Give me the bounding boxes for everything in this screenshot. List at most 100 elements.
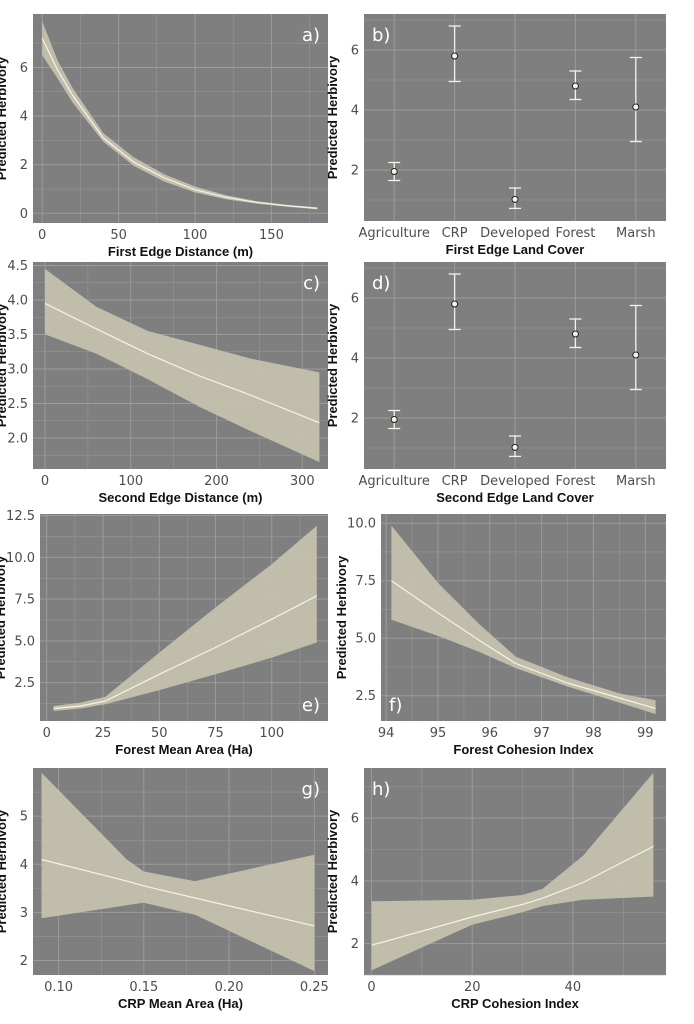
y-tick-label: 2 <box>351 937 359 952</box>
point-estimate <box>511 195 519 203</box>
point-estimate <box>632 103 640 111</box>
x-tick-label: 100 <box>259 726 284 741</box>
x-tick-label: Forest <box>555 474 595 489</box>
x-tick-label: 0.15 <box>129 980 158 995</box>
fit-line <box>371 845 654 946</box>
panel-label: h) <box>372 779 390 800</box>
x-tick-label: Developed <box>480 474 550 489</box>
y-tick-label: 6 <box>351 292 359 307</box>
x-tick-label: 0.10 <box>44 980 73 995</box>
y-tick-label: 4 <box>351 104 359 119</box>
x-axis-label: Forest Cohesion Index <box>453 742 594 757</box>
error-bar-crp <box>448 273 461 331</box>
error-bar-forest <box>569 70 582 101</box>
point-estimate <box>571 330 579 338</box>
x-tick-label: 99 <box>637 726 654 741</box>
point-estimate <box>390 168 398 175</box>
y-tick-label: 5.0 <box>355 632 376 647</box>
x-tick-label: Developed <box>480 226 550 241</box>
y-tick-label: 12.5 <box>6 509 35 524</box>
y-tick-label: 6 <box>351 44 359 59</box>
x-tick-label: 300 <box>290 474 315 489</box>
y-axis-label: Predicted Herbivory <box>0 56 9 180</box>
x-tick-label: 0 <box>38 228 46 243</box>
panel-label: e) <box>302 695 320 716</box>
x-tick-label: 94 <box>378 726 395 741</box>
y-axis-label: Predicted Herbivory <box>0 555 8 679</box>
x-tick-label: 97 <box>533 726 550 741</box>
y-axis-label: Predicted Herbivory <box>334 555 349 679</box>
x-tick-label: 200 <box>204 474 229 489</box>
x-tick-label: 50 <box>110 228 127 243</box>
x-tick-label: Marsh <box>616 226 656 241</box>
fit-line <box>53 595 318 710</box>
panel-h: 2 4 6 0 20 40 h) CRP Cohesion Index Predicted He… <box>325 768 666 1011</box>
x-tick-label: 150 <box>259 228 284 243</box>
y-tick-label: 4 <box>20 858 28 873</box>
x-axis-label: CRP Mean Area (Ha) <box>118 996 243 1011</box>
panel-b: 2 4 6 Agriculture CRP Developed Forest Marsh b) F… <box>325 14 666 257</box>
y-tick-label: 3.0 <box>7 362 28 377</box>
x-tick-label: 0 <box>41 474 49 489</box>
y-tick-label: 4 <box>351 874 359 889</box>
panel-c: 2.0 2.5 3.0 3.5 4.0 4.5 0 100 200 300 c) Second Edg… <box>0 259 328 505</box>
y-tick-label: 2.5 <box>7 397 28 412</box>
y-tick-label: 3.5 <box>7 328 28 343</box>
panel-label: d) <box>372 273 390 294</box>
confidence-band <box>391 525 656 715</box>
panel-label: a) <box>302 25 320 46</box>
x-tick-label: CRP <box>442 474 468 489</box>
x-tick-label: 0.25 <box>300 980 329 995</box>
x-axis-label: Second Edge Land Cover <box>436 490 593 505</box>
error-bar-crp <box>448 25 461 83</box>
y-tick-label: 2 <box>351 164 359 179</box>
point-estimate <box>511 443 519 451</box>
error-bar-marsh <box>629 304 642 391</box>
x-tick-label: CRP <box>442 226 468 241</box>
point-estimate <box>451 300 459 308</box>
point-estimate <box>571 82 579 90</box>
y-tick-label: 10.0 <box>347 517 376 532</box>
panel-f: 2.5 5.0 7.5 10.0 94 95 96 97 98 99 f) Forest Cohesi… <box>334 514 666 757</box>
panel-label: g) <box>302 779 320 800</box>
y-tick-label: 2 <box>20 954 28 969</box>
x-tick-label: Agriculture <box>358 474 430 489</box>
y-tick-label: 5.0 <box>14 634 35 649</box>
y-tick-label: 2 <box>20 158 28 173</box>
x-tick-label: 0 <box>367 980 375 995</box>
panel-d: 2 4 6 Agriculture CRP Developed Forest Marsh d) S… <box>325 262 666 505</box>
y-tick-label: 4 <box>351 352 359 367</box>
x-axis-label: First Edge Land Cover <box>446 242 585 257</box>
y-axis-label: Predicted Herbivory <box>0 303 9 427</box>
x-tick-label: Marsh <box>616 474 656 489</box>
x-tick-label: 40 <box>565 980 582 995</box>
panel-label: f) <box>389 695 402 716</box>
y-tick-label: 6 <box>20 61 28 76</box>
confidence-band <box>53 525 317 711</box>
y-tick-label: 7.5 <box>14 593 35 608</box>
error-bar-agriculture <box>388 409 401 430</box>
fit-line <box>44 302 320 424</box>
x-axis-label: CRP Cohesion Index <box>451 996 579 1011</box>
x-tick-label: 100 <box>183 228 208 243</box>
error-bar-developed <box>509 435 521 458</box>
error-bar-agriculture <box>388 161 401 182</box>
y-tick-label: 0 <box>20 207 28 222</box>
y-tick-label: 4.0 <box>7 293 28 308</box>
error-bar-marsh <box>629 56 642 143</box>
error-bar-forest <box>569 318 582 349</box>
confidence-band <box>371 772 654 971</box>
y-tick-label: 2.5 <box>14 676 35 691</box>
point-estimate <box>632 351 640 359</box>
x-tick-label: 95 <box>430 726 447 741</box>
x-tick-label: Forest <box>555 226 595 241</box>
x-tick-label: 20 <box>464 980 481 995</box>
point-estimate <box>390 416 398 423</box>
y-axis-label: Predicted Herbivory <box>325 809 340 933</box>
panel-g: 2 3 4 5 0.10 0.15 0.20 0.25 g) CRP Mean Area (Ha)… <box>0 768 329 1011</box>
x-tick-label: 98 <box>585 726 602 741</box>
y-tick-label: 2.0 <box>7 431 28 446</box>
x-tick-label: 25 <box>95 726 112 741</box>
y-tick-label: 10.0 <box>6 551 35 566</box>
fit-line <box>41 38 318 209</box>
